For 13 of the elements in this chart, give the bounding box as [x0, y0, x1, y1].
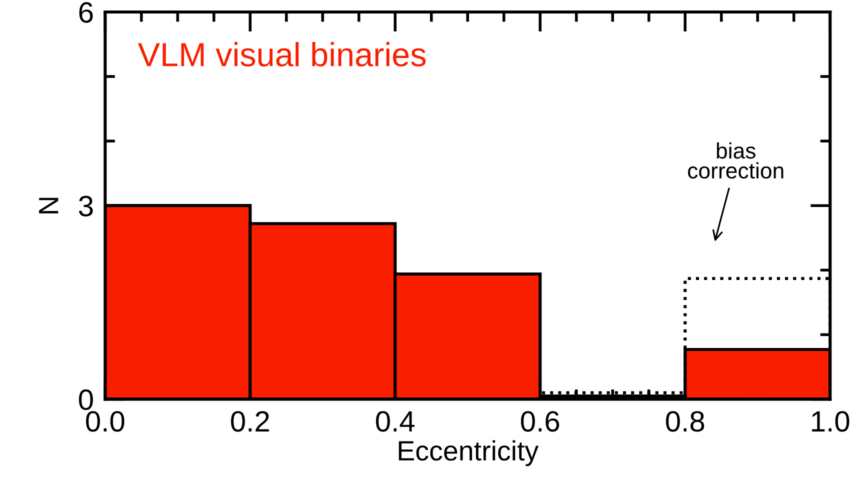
x-tick-label: 0.2	[231, 411, 269, 432]
x-axis-title: Eccentricity	[398, 440, 539, 466]
y-tick-label: 6	[79, 2, 93, 23]
y-tick-label: 3	[78, 196, 93, 216]
x-tick-label: 0.6	[521, 411, 560, 432]
text: VLM visual binaries	[138, 42, 426, 67]
y-tick-label: 0	[78, 389, 93, 410]
x-tick-label: 1.0	[812, 411, 850, 432]
x-tick-label: 0.0	[86, 411, 124, 432]
annotation: bias correction	[688, 142, 784, 179]
x-tick-label: 0.8	[666, 411, 704, 432]
y-axis-title: N	[39, 198, 58, 214]
x-tick-label: 0.4	[376, 411, 415, 432]
